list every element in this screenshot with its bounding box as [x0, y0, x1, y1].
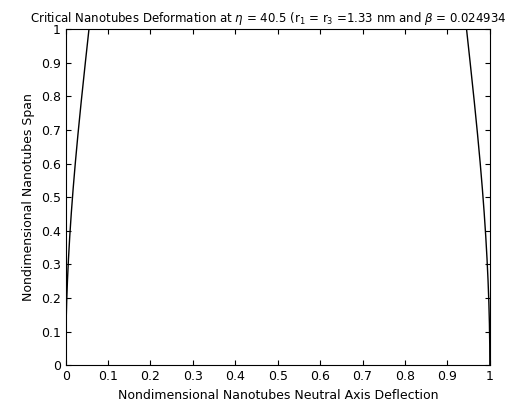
Y-axis label: Nondimensional Nanotubes Span: Nondimensional Nanotubes Span — [22, 93, 35, 301]
X-axis label: Nondimensional Nanotubes Neutral Axis Deflection: Nondimensional Nanotubes Neutral Axis De… — [118, 388, 438, 402]
Title: Critical Nanotubes Deformation at $\eta$ = 40.5 (r$_1$ = r$_3$ =1.33 nm and $\be: Critical Nanotubes Deformation at $\eta$… — [30, 10, 505, 27]
